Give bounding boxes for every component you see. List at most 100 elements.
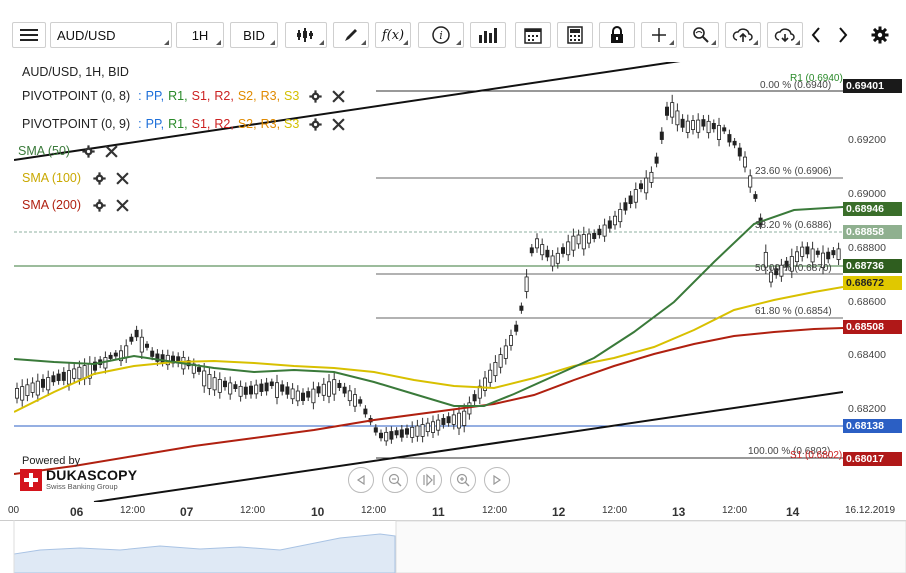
upload-button[interactable] [725,22,761,48]
legend-sma-200[interactable]: SMA (200) [22,195,129,215]
timeframe-selector[interactable]: 1H [176,22,224,48]
menu-button[interactable] [12,22,46,48]
zoom-button[interactable] [683,22,719,48]
settings-button[interactable] [866,22,894,48]
zoom-in-icon [456,473,470,487]
powered-by-text: Powered by [22,455,81,467]
candle-body [524,276,529,292]
legend-sma-50[interactable]: SMA (50) [18,141,118,161]
reset-view-button[interactable] [416,467,442,493]
calculator-button[interactable] [557,22,593,48]
candle-body [670,102,675,118]
candle-body [332,379,337,395]
candle-body [717,125,722,140]
chart-type-button[interactable] [285,22,327,48]
cloud-upload-icon [732,28,753,42]
pan-left-button[interactable] [348,467,374,493]
candle-body [493,361,498,377]
cloud-download-icon [774,28,795,43]
legend-sma-100[interactable]: SMA (100) [22,168,129,188]
crosshair-button[interactable] [641,22,677,48]
close-icon[interactable] [332,117,346,131]
lock-button[interactable] [599,22,635,48]
time-tick: 10 [311,505,325,519]
pivot-item: S1, [191,117,211,131]
pivot-item: S2, [237,117,257,131]
candle-body [404,428,409,435]
close-icon[interactable] [116,198,129,212]
side-label: BID [243,27,265,43]
overview-navigator[interactable] [0,520,906,573]
time-tick: 16.12.2019 [845,505,896,516]
close-icon[interactable] [116,171,129,185]
pencil-icon [345,29,357,41]
price-chart[interactable] [14,62,843,502]
candle-body [321,383,326,396]
svg-text:i: i [439,29,443,42]
candle-body [477,385,482,399]
overview-area [13,533,396,573]
gear-icon [871,26,889,44]
candle-body [535,238,540,249]
candle-body [430,421,435,433]
candle-body [482,377,487,391]
indicators-button[interactable]: f(x) [375,22,411,48]
scroll-left-button[interactable] [805,22,827,48]
pivot-1-name: PIVOTPOINT (0, 8) [22,89,131,103]
candle-body [134,329,139,338]
legend-pivot-1[interactable]: PIVOTPOINT (0, 8) : PP, R1, S1, R2, S2, R3, S3 [22,86,346,106]
gear-icon[interactable] [93,198,106,212]
candle-body [352,394,357,407]
time-tick: 12:00 [240,505,266,516]
gear-icon[interactable] [93,171,106,185]
candle-body [394,430,399,436]
gear-icon[interactable] [82,144,95,158]
price-axis[interactable]: 0.69200 0.69000 0.68800 0.68600 0.68400 0.682… [843,62,906,502]
candle-body [410,426,415,438]
candle-body [831,250,836,256]
trend-line-upper[interactable] [14,62,714,161]
zoom-out-button[interactable] [382,467,408,493]
candle-body [311,388,316,404]
close-icon[interactable] [332,89,346,103]
candle-body [295,390,300,402]
close-icon[interactable] [105,144,118,158]
zoom-in-button[interactable] [450,467,476,493]
candle-body [326,381,331,397]
price-label: 0.68508 [843,320,902,334]
candle-body [748,175,753,188]
gear-icon[interactable] [309,117,322,131]
instrument-selector[interactable]: AUD/USD [50,22,172,48]
pivot-item: R2, [214,89,234,103]
trend-line-lower[interactable] [93,391,843,502]
candle-body [254,384,259,395]
scroll-right-button[interactable] [832,22,854,48]
download-button[interactable] [767,22,803,48]
pan-right-button[interactable] [484,467,510,493]
candle-body [711,123,716,130]
calendar-button[interactable] [515,22,551,48]
candle-body [618,209,623,223]
info-button[interactable]: i [418,22,464,48]
info-icon: i [432,26,450,44]
candle-body [196,367,201,372]
volume-button[interactable] [470,22,506,48]
candle-body [259,383,264,392]
candle-body [456,412,461,429]
time-axis[interactable]: 00 06 12:00 07 12:00 10 12:00 11 12:00 12 12:00 13 1… [0,502,906,520]
reset-icon [423,473,435,487]
legend-pivot-2[interactable]: PIVOTPOINT (0, 9) : PP, R1, S1, R2, S2, R3, S3 [22,114,346,134]
toolbar: AUD/USD 1H BID f(x) i [0,0,906,62]
draw-tool-button[interactable] [333,22,369,48]
overview-window[interactable] [395,520,906,573]
lock-icon [611,26,623,43]
candle-body [347,390,352,402]
candle-body [571,235,576,251]
candle-body [342,386,347,394]
side-selector[interactable]: BID [230,22,278,48]
candle-body [415,425,420,437]
gear-icon[interactable] [309,89,322,103]
instrument-label: AUD/USD [57,27,116,43]
candle-body [93,361,98,371]
time-tick: 13 [672,505,686,519]
